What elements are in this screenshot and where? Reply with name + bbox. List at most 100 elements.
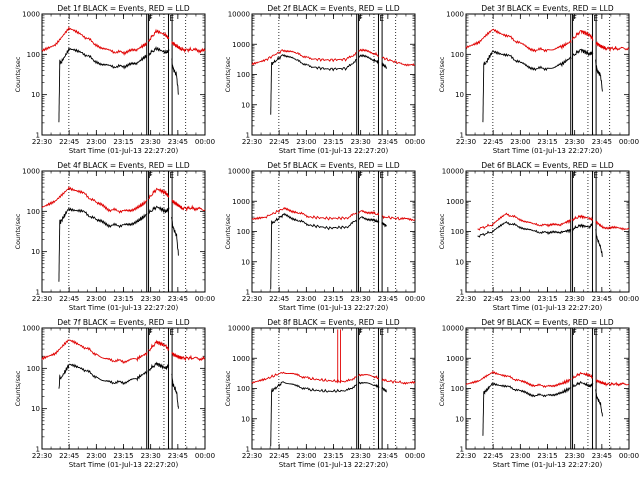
x-tick-label: 23:00 bbox=[86, 295, 106, 303]
x-tick-label: 00:00 bbox=[195, 452, 215, 460]
x-tick-label: 23:15 bbox=[113, 295, 133, 303]
flag-letter-f: F bbox=[573, 171, 577, 180]
flag-letter-e: E bbox=[379, 14, 384, 23]
x-tick-label: 22:45 bbox=[269, 452, 289, 460]
x-tick-label: 23:45 bbox=[592, 295, 612, 303]
flag-letter-e: E bbox=[593, 14, 598, 23]
x-tick-label: 23:45 bbox=[168, 295, 188, 303]
y-tick-label: 100 bbox=[237, 385, 250, 393]
panel-9: Det 9f BLACK = Events, RED = LLD 1 10 100 10… bbox=[438, 318, 639, 469]
y-tick-label: 10 bbox=[241, 258, 250, 266]
series-line-lld bbox=[41, 185, 206, 214]
panel-title: Det 7f BLACK = Events, RED = LLD bbox=[57, 318, 190, 327]
flag-letter-f: F bbox=[573, 14, 577, 23]
y-tick-label: 1000 bbox=[22, 11, 40, 19]
x-axis-label: Start Time (01-Jul-13 22:27:20) bbox=[69, 147, 179, 155]
panel-6: Det 6f BLACK = Events, RED = LLD 1 10 100 10… bbox=[438, 161, 639, 312]
y-axis-label: Counts/sec bbox=[224, 213, 232, 249]
flag-letter-e: E bbox=[169, 328, 174, 337]
y-tick-label: 100 bbox=[451, 228, 464, 236]
x-tick-label: 23:45 bbox=[378, 295, 398, 303]
x-tick-label: 22:45 bbox=[269, 138, 289, 146]
x-tick-label: 23:30 bbox=[565, 138, 585, 146]
plot-frame bbox=[465, 170, 630, 293]
x-tick-label: 22:30 bbox=[32, 295, 52, 303]
x-tick-label: 22:30 bbox=[242, 138, 262, 146]
series-line-lld bbox=[477, 212, 630, 231]
x-tick-label: 22:30 bbox=[456, 295, 476, 303]
x-axis-label: Start Time (01-Jul-13 22:27:20) bbox=[69, 304, 179, 312]
series-line-events bbox=[58, 205, 179, 282]
y-tick-label: 100 bbox=[451, 51, 464, 59]
x-axis-label: Start Time (01-Jul-13 22:27:20) bbox=[493, 461, 603, 469]
y-tick-label: 10 bbox=[455, 415, 464, 423]
x-tick-label: 23:30 bbox=[351, 452, 371, 460]
series-line-lld bbox=[41, 339, 206, 365]
y-tick-label: 10000 bbox=[228, 11, 250, 19]
y-tick-label: 10 bbox=[455, 91, 464, 99]
y-tick-label: 1000 bbox=[22, 325, 40, 333]
panel-5: Det 5f BLACK = Events, RED = LLD 1 10 100 10… bbox=[224, 161, 425, 312]
y-tick-label: 1000 bbox=[232, 355, 250, 363]
x-tick-label: 00:00 bbox=[195, 295, 215, 303]
x-tick-label: 00:00 bbox=[619, 452, 639, 460]
x-tick-label: 23:45 bbox=[592, 138, 612, 146]
series-line-events bbox=[482, 48, 603, 123]
x-tick-label: 23:00 bbox=[296, 295, 316, 303]
flag-letter-f: F bbox=[359, 328, 363, 337]
flag-letter-f: F bbox=[359, 14, 363, 23]
y-tick-label: 1 bbox=[36, 132, 40, 140]
series-line-lld bbox=[465, 28, 630, 53]
series-line-events bbox=[270, 212, 387, 290]
x-axis-label: Start Time (01-Jul-13 22:27:20) bbox=[279, 461, 389, 469]
panel-title: Det 1f BLACK = Events, RED = LLD bbox=[57, 4, 190, 13]
x-tick-label: 23:30 bbox=[351, 138, 371, 146]
x-tick-label: 23:45 bbox=[378, 138, 398, 146]
y-tick-label: 1 bbox=[460, 132, 464, 140]
panel-8: Det 8f BLACK = Events, RED = LLD 1 10 100 10… bbox=[224, 318, 425, 469]
x-tick-label: 23:30 bbox=[565, 295, 585, 303]
x-tick-label: 23:30 bbox=[351, 295, 371, 303]
panel-title: Det 9f BLACK = Events, RED = LLD bbox=[481, 318, 614, 327]
series-line-lld bbox=[465, 370, 630, 388]
plot-frame bbox=[251, 170, 416, 293]
panel-title: Det 8f BLACK = Events, RED = LLD bbox=[267, 318, 400, 327]
panel-title: Det 4f BLACK = Events, RED = LLD bbox=[57, 161, 190, 170]
x-tick-label: 00:00 bbox=[405, 295, 425, 303]
flag-letter-f: F bbox=[359, 171, 363, 180]
flag-letter-e: E bbox=[593, 328, 598, 337]
y-tick-label: 1 bbox=[246, 446, 250, 454]
series-line-events bbox=[482, 380, 603, 436]
y-tick-label: 10000 bbox=[228, 325, 250, 333]
flag-letter-e: E bbox=[169, 14, 174, 23]
y-tick-label: 10000 bbox=[442, 168, 464, 176]
series-line-lld bbox=[251, 206, 416, 222]
y-tick-label: 100 bbox=[237, 71, 250, 79]
series-line-events bbox=[58, 361, 179, 409]
y-tick-label: 1 bbox=[460, 446, 464, 454]
x-tick-label: 23:00 bbox=[296, 138, 316, 146]
x-tick-label: 22:30 bbox=[242, 295, 262, 303]
x-tick-label: 22:45 bbox=[269, 295, 289, 303]
x-tick-label: 22:45 bbox=[483, 452, 503, 460]
flag-letter-f: F bbox=[573, 328, 577, 337]
x-axis-label: Start Time (01-Jul-13 22:27:20) bbox=[493, 304, 603, 312]
x-axis-label: Start Time (01-Jul-13 22:27:20) bbox=[69, 461, 179, 469]
x-tick-label: 23:45 bbox=[592, 452, 612, 460]
y-tick-label: 1 bbox=[36, 289, 40, 297]
y-tick-label: 100 bbox=[451, 385, 464, 393]
x-tick-label: 22:30 bbox=[456, 138, 476, 146]
x-tick-label: 23:15 bbox=[113, 138, 133, 146]
y-tick-label: 10 bbox=[241, 101, 250, 109]
panel-4: Det 4f BLACK = Events, RED = LLD 1 10 100 10… bbox=[14, 161, 215, 312]
flag-letter-f: F bbox=[149, 328, 153, 337]
plot-frame bbox=[465, 327, 630, 450]
x-tick-label: 22:45 bbox=[59, 295, 79, 303]
x-tick-label: 00:00 bbox=[195, 138, 215, 146]
series-line-events bbox=[477, 220, 603, 257]
y-tick-label: 1000 bbox=[446, 11, 464, 19]
panel-3: Det 3f BLACK = Events, RED = LLD 1 10 100 10… bbox=[438, 4, 639, 155]
x-tick-label: 22:30 bbox=[32, 452, 52, 460]
plot-frame bbox=[41, 327, 206, 450]
x-tick-label: 23:15 bbox=[323, 138, 343, 146]
